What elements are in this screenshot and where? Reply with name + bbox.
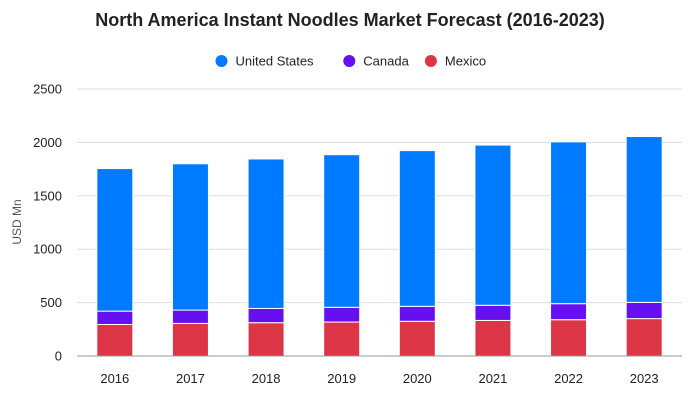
y-tick-label: 500 xyxy=(40,295,62,310)
bar-segment-united-states xyxy=(171,163,209,311)
bar-segment-canada xyxy=(323,306,361,323)
bar-segment-mexico xyxy=(474,319,512,357)
legend-swatch-mexico xyxy=(424,55,437,67)
y-tick-label: 2000 xyxy=(33,135,62,150)
bar-segment-united-states xyxy=(323,154,361,308)
legend-label-united-states: United States xyxy=(236,54,315,69)
chart-title: North America Instant Noodles Market For… xyxy=(95,10,605,30)
x-tick-label: 2020 xyxy=(403,371,432,386)
bar-segment-united-states xyxy=(398,150,436,307)
x-tick-label: 2023 xyxy=(630,371,659,386)
y-tick-label: 1500 xyxy=(33,188,62,203)
bar-segment-united-states xyxy=(550,141,588,305)
legend-swatch-united-states xyxy=(215,55,228,67)
legend-label-mexico: Mexico xyxy=(445,54,486,69)
legend-item-mexico[interactable]: Mexico xyxy=(424,54,486,69)
bar-segment-canada xyxy=(550,303,588,321)
bar-segment-canada xyxy=(474,304,512,321)
bar-segment-canada xyxy=(625,301,663,320)
gridlines xyxy=(77,88,682,304)
bar-segment-mexico xyxy=(247,322,285,357)
bar-segment-united-states xyxy=(625,136,663,303)
y-tick-label: 2500 xyxy=(33,82,62,97)
x-tick-label: 2016 xyxy=(100,371,129,386)
bar-segment-united-states xyxy=(96,168,134,312)
bar-segment-mexico xyxy=(323,321,361,357)
x-tick-label: 2017 xyxy=(176,371,205,386)
x-tick-label: 2021 xyxy=(478,371,507,386)
bar-segment-united-states xyxy=(474,144,512,306)
bar-segment-canada xyxy=(398,305,436,322)
y-axis-title: USD Mn xyxy=(10,199,24,244)
bar-segment-united-states xyxy=(247,158,285,309)
bar-segment-canada xyxy=(171,309,209,324)
bars xyxy=(96,136,663,357)
legend-item-united-states[interactable]: United States xyxy=(215,54,315,69)
x-tick-label: 2019 xyxy=(327,371,356,386)
bar-segment-canada xyxy=(96,310,134,325)
x-tick-label: 2022 xyxy=(554,371,583,386)
bar-segment-canada xyxy=(247,307,285,324)
x-axis-ticks: 2016 2017 2018 2019 2020 2021 2022 2023 xyxy=(100,371,658,386)
legend-label-canada: Canada xyxy=(363,54,409,69)
y-axis-ticks: 0 500 1000 1500 2000 2500 xyxy=(33,82,62,364)
legend-swatch-canada xyxy=(343,55,356,67)
bar-segment-mexico xyxy=(398,320,436,357)
legend: United States Canada Mexico xyxy=(215,54,486,69)
bar-segment-mexico xyxy=(171,322,209,357)
y-tick-label: 1000 xyxy=(33,242,62,257)
bar-segment-mexico xyxy=(550,319,588,357)
bar-segment-mexico xyxy=(96,323,134,357)
x-tick-label: 2018 xyxy=(252,371,281,386)
bar-segment-mexico xyxy=(625,318,663,357)
y-tick-label: 0 xyxy=(55,349,62,364)
legend-item-canada[interactable]: Canada xyxy=(343,54,410,69)
